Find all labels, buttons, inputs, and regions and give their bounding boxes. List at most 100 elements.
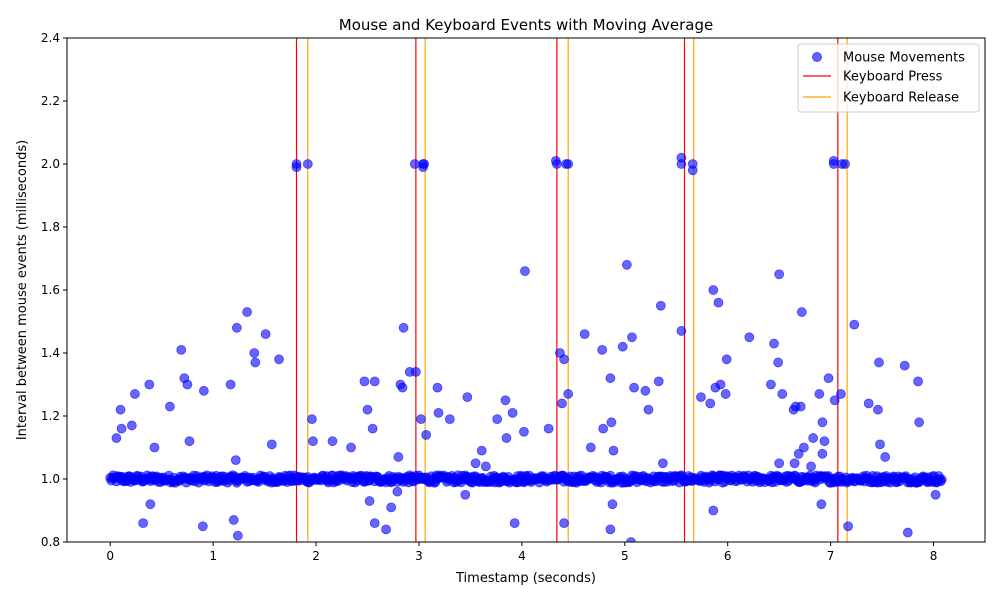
mouse-movement-point: [914, 417, 925, 428]
mouse-movement-point: [416, 414, 426, 425]
mouse-movement-point: [144, 379, 155, 390]
mouse-movement-point: [676, 159, 687, 169]
mouse-movement-point: [823, 373, 834, 384]
mouse-movement-point: [460, 489, 471, 500]
mouse-movement-point: [397, 382, 408, 393]
mouse-movement-point: [364, 496, 375, 506]
mouse-movement-point: [708, 285, 719, 295]
mouse-movement-point: [291, 162, 302, 173]
mouse-movement-point: [919, 474, 930, 484]
x-axis: 0 1 2 3 4 5 6 7 8: [106, 542, 937, 563]
mouse-movement-point: [149, 442, 160, 453]
x-tick-label: 7: [827, 549, 835, 563]
mouse-movement-point: [249, 348, 260, 358]
mouse-movement-point: [655, 300, 666, 311]
mouse-movement-point: [176, 344, 187, 355]
mouse-movement-point: [585, 442, 596, 453]
mouse-movement-point: [145, 499, 156, 510]
x-axis-label: Timestamp (seconds): [455, 571, 596, 586]
mouse-movement-point: [476, 445, 487, 456]
mouse-movement-point: [480, 461, 491, 472]
mouse-movement-point: [708, 505, 719, 516]
y-axis-label: Interval between mouse events (milliseco…: [15, 140, 30, 440]
mouse-movement-point: [798, 442, 809, 453]
mouse-movement-point: [913, 376, 924, 387]
mouse-movement-point: [721, 354, 732, 365]
mouse-movement-point: [266, 439, 277, 450]
y-tick-label: 2.0: [41, 157, 60, 171]
mouse-movement-point: [744, 332, 755, 343]
mouse-movement-point: [307, 414, 317, 425]
mouse-movement-point: [470, 458, 481, 469]
legend-box: [797, 43, 980, 113]
keyboard-event-lines: [295, 38, 848, 542]
mouse-movement-point: [936, 474, 947, 485]
y-tick-label: 1.2: [41, 409, 60, 423]
mouse-movement-point: [843, 521, 854, 532]
x-tick-label: 3: [415, 549, 423, 563]
mouse-movement-point: [563, 159, 574, 169]
y-tick-label: 2.4: [41, 31, 60, 45]
mouse-movement-point: [551, 159, 562, 169]
mouse-movement-point: [327, 436, 338, 447]
mouse-movement-point: [462, 392, 473, 403]
x-tick-label: 4: [518, 549, 526, 563]
mouse-movement-point: [808, 433, 819, 443]
mouse-movement-point: [597, 344, 608, 355]
mouse-movement-point: [126, 420, 137, 431]
mouse-movement-point: [930, 489, 941, 500]
mouse-movement-point: [607, 499, 618, 510]
x-tick-label: 8: [930, 549, 938, 563]
x-tick-label: 0: [106, 549, 114, 563]
mouse-movement-point: [444, 414, 455, 425]
mouse-movement-point: [687, 165, 698, 176]
x-tick-label: 2: [312, 549, 320, 563]
mouse-movement-point: [557, 398, 567, 409]
legend-mouse-marker: [812, 52, 822, 62]
mouse-movement-point: [873, 404, 883, 415]
legend-mouse-label: Mouse Movements: [843, 51, 965, 66]
mouse-movement-point: [605, 373, 616, 384]
mouse-movement-point: [643, 404, 654, 415]
mouse-movement-point: [836, 389, 846, 399]
mouse-movement-point: [421, 429, 432, 440]
mouse-movement-point: [501, 433, 512, 443]
x-tick-label: 1: [209, 549, 217, 563]
mouse-movement-point: [393, 452, 404, 462]
mouse-movement-point: [766, 379, 776, 390]
mouse-movement-point: [795, 401, 806, 412]
mouse-movement-point: [184, 436, 195, 447]
y-axis: 0.8 1.0 1.2 1.4 1.6 1.8 2.0 2.2 2.4: [41, 31, 67, 549]
mouse-movement-point: [640, 385, 651, 396]
mouse-movement-point: [520, 266, 530, 277]
mouse-movement-point: [796, 307, 807, 317]
mouse-movement-point: [230, 455, 241, 466]
mouse-movement-point: [225, 379, 236, 390]
mouse-movement-point: [899, 360, 910, 371]
mouse-movement-point: [774, 269, 785, 280]
mouse-movement-point: [819, 436, 830, 447]
mouse-movement-point: [492, 414, 503, 425]
mouse-movement-point: [111, 433, 122, 443]
mouse-movement-point: [369, 376, 380, 387]
mouse-movement-point: [875, 439, 885, 450]
mouse-movement-point: [433, 407, 444, 418]
mouse-movement-point: [346, 442, 356, 453]
mouse-movement-point: [308, 436, 318, 447]
mouse-movement-point: [392, 486, 403, 497]
mouse-movement-point: [418, 162, 428, 173]
mouse-movement-point: [274, 354, 284, 365]
mouse-movement-point: [138, 518, 149, 528]
x-tick-label: 5: [621, 549, 629, 563]
mouse-movement-point: [806, 461, 816, 472]
mouse-movement-point: [657, 458, 668, 469]
mouse-movement-point: [398, 322, 409, 333]
mouse-movement-point: [720, 389, 731, 399]
legend: Mouse Movements Keyboard Press Keyboard …: [797, 43, 980, 113]
mouse-movement-point: [816, 499, 827, 510]
mouse-movement-point: [715, 379, 726, 390]
mouse-movement-point: [605, 524, 616, 535]
mouse-movement-point: [880, 452, 891, 462]
